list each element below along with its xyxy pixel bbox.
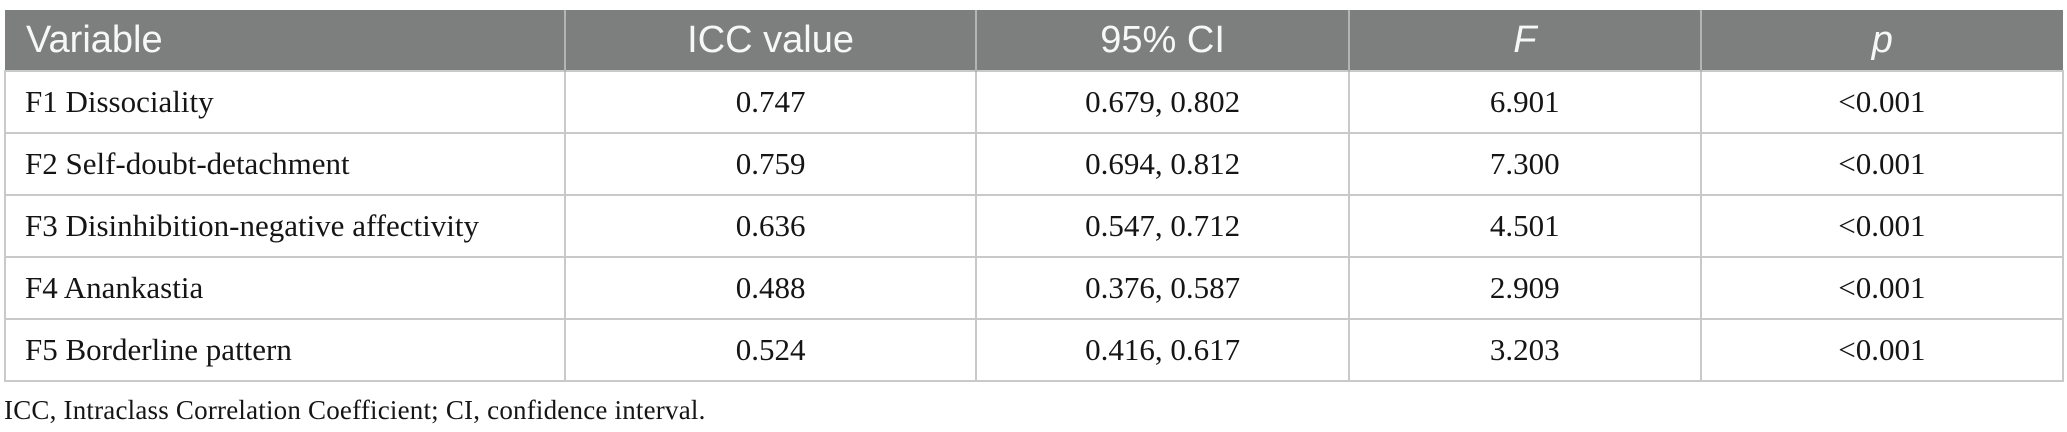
cell-variable: F5 Borderline pattern <box>4 318 566 382</box>
cell-icc-value: 0.759 <box>563 132 978 196</box>
cell-p: <0.001 <box>1699 256 2065 320</box>
cell-variable: F4 Anankastia <box>4 256 566 320</box>
cell-icc-value: 0.636 <box>563 194 978 258</box>
cell-icc-value: 0.488 <box>563 256 978 320</box>
column-header-icc-value: ICC value <box>563 10 977 71</box>
cell-p: <0.001 <box>1699 132 2065 196</box>
cell-p: <0.001 <box>1699 194 2065 258</box>
cell-95-ci: 0.547, 0.712 <box>975 194 1350 258</box>
column-header-p: p <box>1699 10 2063 71</box>
column-header-f: F <box>1347 10 1701 71</box>
cell-p: <0.001 <box>1699 70 2065 134</box>
table-row: F3 Disinhibition-negative affectivity 0.… <box>4 194 2065 258</box>
cell-f: 2.909 <box>1347 256 1702 320</box>
cell-icc-value: 0.747 <box>563 70 978 134</box>
cell-icc-value: 0.524 <box>563 318 978 382</box>
cell-95-ci: 0.694, 0.812 <box>975 132 1350 196</box>
cell-95-ci: 0.679, 0.802 <box>975 70 1350 134</box>
cell-f: 6.901 <box>1347 70 1702 134</box>
cell-95-ci: 0.416, 0.617 <box>975 318 1350 382</box>
cell-variable: F2 Self-doubt-detachment <box>4 132 566 196</box>
cell-f: 4.501 <box>1347 194 1702 258</box>
cell-variable: F3 Disinhibition-negative affectivity <box>4 194 566 258</box>
cell-variable: F1 Dissociality <box>4 70 566 134</box>
cell-f: 7.300 <box>1347 132 1702 196</box>
table-row: F4 Anankastia 0.488 0.376, 0.587 2.909 <… <box>4 256 2065 320</box>
table-row: F1 Dissociality 0.747 0.679, 0.802 6.901… <box>4 70 2065 134</box>
table-row: F5 Borderline pattern 0.524 0.416, 0.617… <box>4 318 2065 382</box>
cell-f: 3.203 <box>1347 318 1702 382</box>
cell-p: <0.001 <box>1699 318 2065 382</box>
column-header-variable: Variable <box>5 10 565 71</box>
column-header-95-ci: 95% CI <box>975 10 1349 71</box>
cell-95-ci: 0.376, 0.587 <box>975 256 1350 320</box>
table-row: F2 Self-doubt-detachment 0.759 0.694, 0.… <box>4 132 2065 196</box>
header-row: Variable ICC value 95% CI F p <box>5 10 2063 71</box>
table-footnote: ICC, Intraclass Correlation Coefficient;… <box>4 395 706 425</box>
icc-results-table: Variable ICC value 95% CI F p F1 Dissoci… <box>4 10 2065 382</box>
